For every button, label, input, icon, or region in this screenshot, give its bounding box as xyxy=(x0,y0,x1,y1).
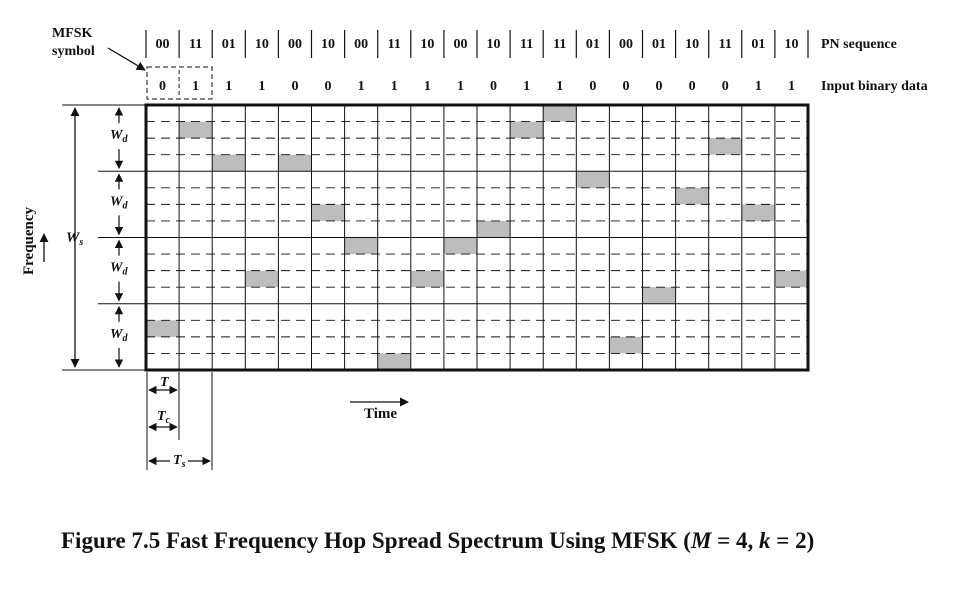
occupied-slot xyxy=(377,353,411,370)
occupied-slot xyxy=(410,270,444,288)
pn-value: 01 xyxy=(222,37,236,52)
t-label: T xyxy=(160,375,170,390)
mfsk-symbol-box xyxy=(146,66,213,100)
occupied-slot xyxy=(543,105,577,122)
occupied-slot xyxy=(576,171,610,188)
ws-label: Ws xyxy=(66,230,83,248)
pn-value: 10 xyxy=(784,37,798,52)
occupied-slot xyxy=(774,270,808,288)
wd-label: Wd xyxy=(110,194,128,211)
occupied-slot xyxy=(278,154,312,172)
input-bit: 0 xyxy=(291,79,298,94)
occupied-slot xyxy=(477,220,511,238)
pn-value: 11 xyxy=(719,37,732,52)
pn-value: 10 xyxy=(487,37,501,52)
pn-value: 10 xyxy=(420,37,434,52)
input-bit: 1 xyxy=(457,79,464,94)
input-bit: 1 xyxy=(258,79,265,94)
figure-caption: Figure 7.5 Fast Frequency Hop Spread Spe… xyxy=(61,528,815,553)
pn-value: 11 xyxy=(189,37,202,52)
occupied-slot xyxy=(609,336,643,354)
pn-value: 11 xyxy=(553,37,566,52)
input-bit: 1 xyxy=(556,79,563,94)
input-bit: 0 xyxy=(325,79,332,94)
pn-value: 01 xyxy=(751,37,765,52)
occupied-slot xyxy=(675,187,709,205)
occupied-slot xyxy=(146,320,180,337)
input-bit: 1 xyxy=(391,79,398,94)
occupied-slot xyxy=(741,204,775,221)
occupied-slot xyxy=(344,237,378,255)
wd-bands: Wd Wd Wd Wd xyxy=(98,104,146,371)
input-bit: 0 xyxy=(722,79,729,94)
ts-label: Ts xyxy=(173,453,186,470)
wd-label: Wd xyxy=(110,128,128,145)
pn-value: 00 xyxy=(354,37,368,52)
pn-value: 10 xyxy=(255,37,269,52)
mfsk-symbol-pointer xyxy=(107,47,146,71)
occupied-slots xyxy=(146,105,808,370)
occupied-slot xyxy=(708,138,742,155)
occupied-slot xyxy=(245,270,279,288)
occupied-slot xyxy=(642,287,676,304)
input-bit: 1 xyxy=(788,79,795,94)
input-bit: 1 xyxy=(755,79,762,94)
pn-value: 11 xyxy=(520,37,533,52)
time-label: Time xyxy=(364,406,397,422)
mfsk-symbol-label-line2: symbol xyxy=(52,44,95,59)
occupied-slot xyxy=(179,121,213,139)
input-bit: 0 xyxy=(490,79,497,94)
input-bit: 1 xyxy=(358,79,365,94)
pn-value: 11 xyxy=(388,37,401,52)
time-frequency-grid xyxy=(146,105,808,370)
pn-sequence-label: PN sequence xyxy=(821,37,897,52)
occupied-slot xyxy=(212,154,246,172)
pn-value: 00 xyxy=(619,37,633,52)
input-bit: 1 xyxy=(225,79,232,94)
input-bit: 0 xyxy=(159,79,166,94)
pn-sequence-row: 00 11 01 10 00 10 00 11 10 00 10 11 11 01 00 01 10 11 01 10 xyxy=(145,30,809,58)
input-bit: 1 xyxy=(523,79,530,94)
input-bits-row: 0 1 1 1 0 0 1 1 1 1 0 1 1 0 0 0 0 0 1 1 xyxy=(159,70,795,97)
mfsk-symbol-label-line1: MFSK xyxy=(52,26,93,41)
input-bit: 1 xyxy=(424,79,431,94)
occupied-slot xyxy=(311,204,345,221)
tc-label: Tc xyxy=(157,409,171,426)
pn-value: 01 xyxy=(652,37,666,52)
input-bit: 0 xyxy=(656,79,663,94)
wd-label: Wd xyxy=(110,327,128,344)
occupied-slot xyxy=(510,121,544,139)
pn-value: 10 xyxy=(321,37,335,52)
input-bit: 0 xyxy=(689,79,696,94)
pn-value: 01 xyxy=(586,37,600,52)
input-binary-data-label: Input binary data xyxy=(821,79,928,94)
wd-label: Wd xyxy=(110,261,128,278)
pn-value: 00 xyxy=(453,37,467,52)
pn-value: 00 xyxy=(288,37,302,52)
pn-value: 00 xyxy=(156,37,170,52)
frequency-label: Frequency xyxy=(21,206,37,275)
pn-value: 10 xyxy=(685,37,699,52)
input-bit: 0 xyxy=(622,79,629,94)
ts-label-bg xyxy=(170,452,188,468)
occupied-slot xyxy=(443,237,477,255)
input-bit: 0 xyxy=(589,79,596,94)
input-bit: 1 xyxy=(192,79,199,94)
